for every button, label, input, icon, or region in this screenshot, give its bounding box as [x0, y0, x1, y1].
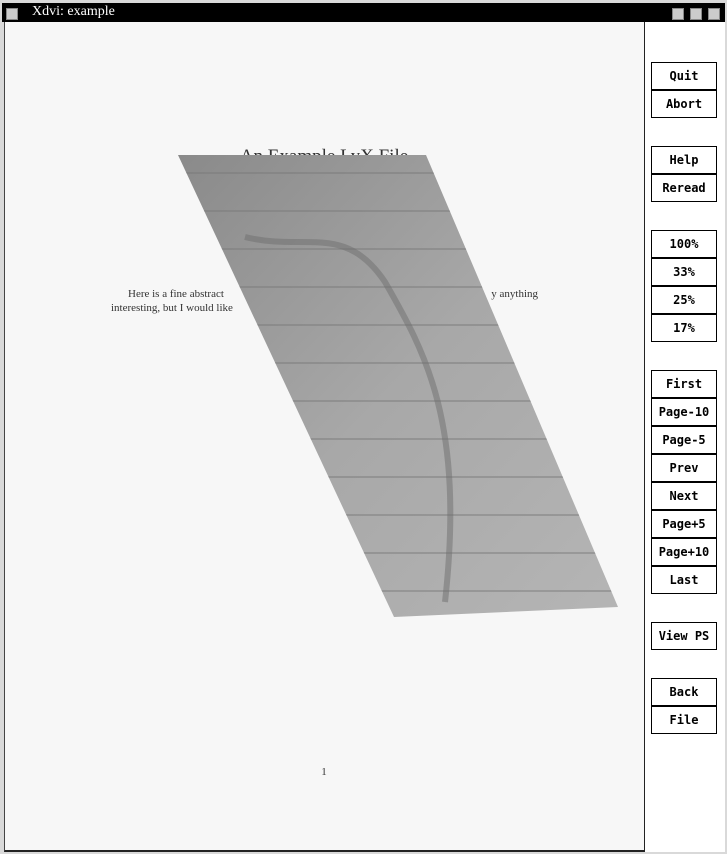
toolbar-button[interactable]: Prev	[651, 454, 717, 482]
abstract-text: interesting, but I would like	[111, 302, 233, 314]
toolbar-button[interactable]: Page+5	[651, 510, 717, 538]
close-button[interactable]	[708, 8, 720, 20]
image-texture	[178, 155, 618, 617]
maximize-button[interactable]	[690, 8, 702, 20]
toolbar-button[interactable]: Help	[651, 146, 717, 174]
toolbar-button[interactable]: 25%	[651, 286, 717, 314]
toolbar-button[interactable]: View PS	[651, 622, 717, 650]
toolbar-button[interactable]: Last	[651, 566, 717, 594]
menu-button[interactable]	[6, 8, 18, 20]
toolbar-button[interactable]: File	[651, 706, 717, 734]
abstract-text: Here is a fine abstract	[128, 288, 224, 300]
abstract-text: y anything	[491, 288, 538, 300]
toolbar-button[interactable]: Quit	[651, 62, 717, 90]
page-canvas: An Example LyX File Here is a fine abstr…	[111, 146, 618, 778]
toolbar-button[interactable]: First	[651, 370, 717, 398]
toolbar-button[interactable]: 100%	[651, 230, 717, 258]
page-number: 1	[321, 766, 327, 778]
toolbar-button[interactable]: 17%	[651, 314, 717, 342]
window-title: Xdvi: example	[32, 4, 115, 19]
toolbar-button[interactable]: Abort	[651, 90, 717, 118]
image-detail	[244, 234, 454, 603]
toolbar-button[interactable]: Page-10	[651, 398, 717, 426]
toolbar-button[interactable]: 33%	[651, 258, 717, 286]
title-bar: Xdvi: example	[2, 3, 725, 22]
toolbar-button[interactable]: Reread	[651, 174, 717, 202]
toolbar-button[interactable]: Next	[651, 482, 717, 510]
button-panel: Quit Abort Help Reread 100% 33% 25% 17% First Pag…	[645, 22, 725, 852]
toolbar-button[interactable]: Page-5	[651, 426, 717, 454]
toolbar-button[interactable]: Page+10	[651, 538, 717, 566]
toolbar-button[interactable]: Back	[651, 678, 717, 706]
minimize-button[interactable]	[672, 8, 684, 20]
document-view: An Example LyX File Here is a fine abstr…	[4, 22, 646, 852]
